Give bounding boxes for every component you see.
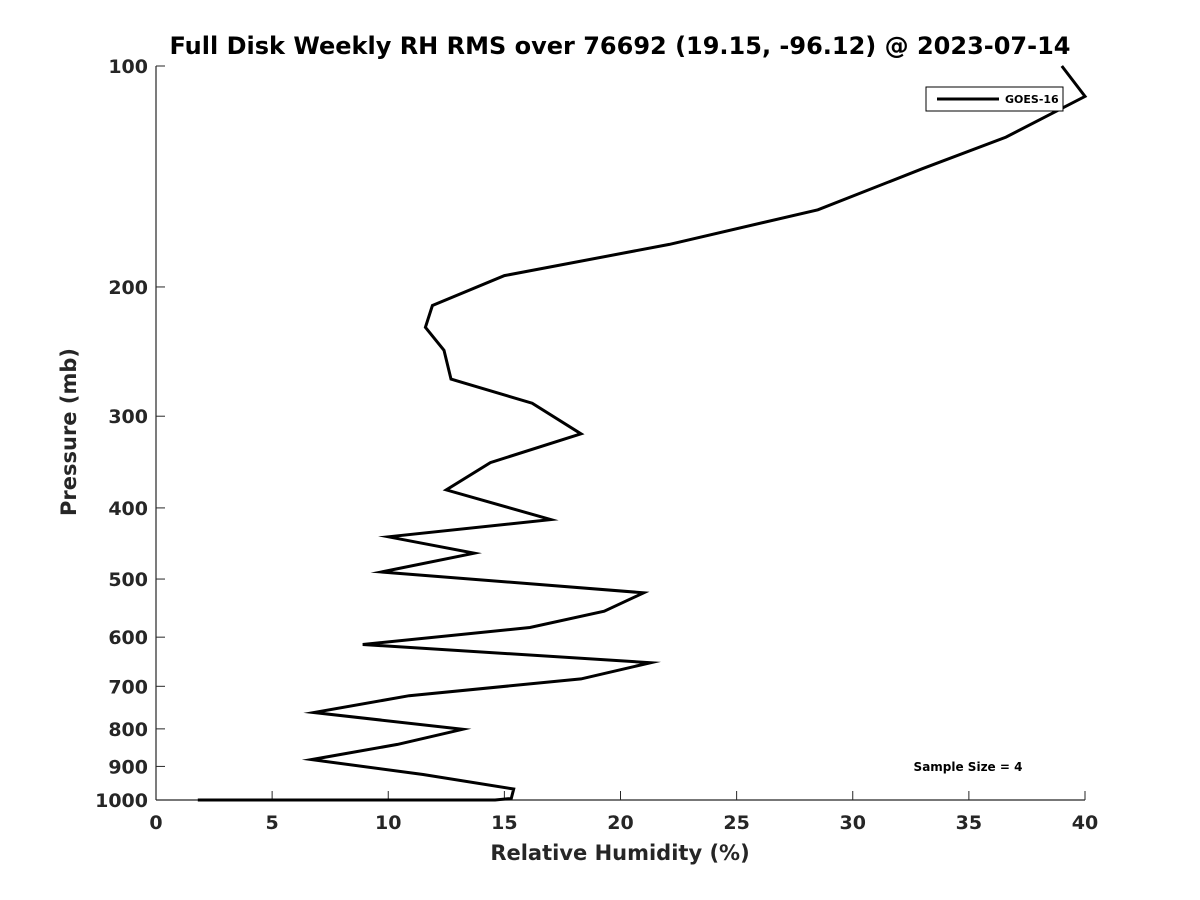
- y-tick-label: 300: [108, 406, 148, 428]
- x-tick-label: 40: [1072, 812, 1098, 834]
- y-axis-label: Pressure (mb): [57, 348, 81, 516]
- legend-label-goes-16: GOES-16: [1005, 93, 1059, 106]
- x-tick-label: 5: [266, 812, 279, 834]
- series-layer: [197, 65, 1088, 802]
- y-tick-label: 600: [108, 627, 148, 649]
- y-axis-ticks: 100 200 300 400 500 600 700 800 900 1000: [95, 56, 165, 812]
- x-tick-label: 20: [607, 812, 633, 834]
- y-tick-label: 500: [108, 569, 148, 591]
- y-tick-label: 1000: [95, 790, 148, 812]
- x-tick-label: 30: [840, 812, 866, 834]
- chart-title: Full Disk Weekly RH RMS over 76692 (19.1…: [169, 32, 1070, 60]
- sample-size-annotation: Sample Size = 4: [914, 760, 1023, 774]
- legend: GOES-16: [925, 86, 1064, 112]
- x-tick-label: 25: [723, 812, 749, 834]
- y-tick-label: 700: [108, 676, 148, 698]
- x-tick-label: 10: [375, 812, 401, 834]
- series-line-goes-16: [197, 65, 1088, 802]
- x-axis-ticks: 0 5 10 15 20 25 30 35 40: [149, 791, 1098, 834]
- y-tick-label: 900: [108, 756, 148, 778]
- x-tick-label: 35: [956, 812, 982, 834]
- x-tick-label: 15: [491, 812, 517, 834]
- y-tick-label: 100: [108, 56, 148, 78]
- x-tick-label: 0: [149, 812, 162, 834]
- y-tick-label: 400: [108, 498, 148, 520]
- y-tick-label: 200: [108, 277, 148, 299]
- x-axis-label: Relative Humidity (%): [490, 841, 749, 865]
- y-tick-label: 800: [108, 719, 148, 741]
- plot-axes: [155, 66, 1085, 801]
